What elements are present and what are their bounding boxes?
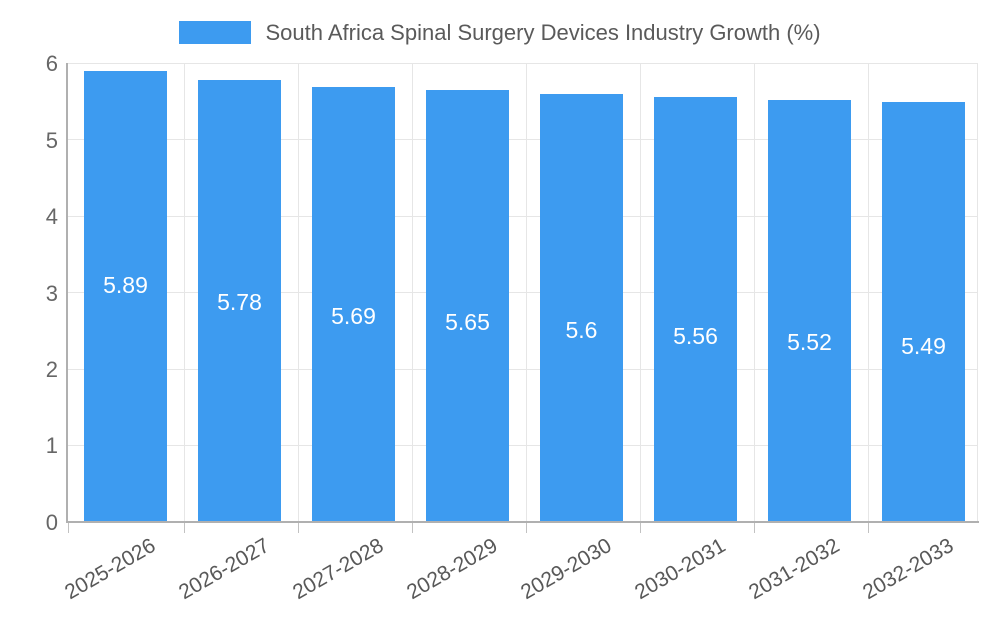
bar-value-label-2027-2028: 5.69 [331,302,376,329]
gridline-v-8 [977,63,978,522]
gridline-h-6 [66,63,978,64]
x-tick-mark-4 [526,523,527,533]
y-tick-label-6: 6 [45,51,58,76]
x-tick-mark-6 [754,523,755,533]
bar-2029-2030[interactable]: 5.6 [540,93,623,522]
plot-area: 5.89 5.78 5.69 5.65 5.6 5.56 5.52 5.49 [66,63,978,522]
y-tick-label-3: 3 [45,281,58,306]
bar-value-label-2028-2029: 5.65 [445,308,490,335]
gridline-v-6 [754,63,755,522]
bar-2027-2028[interactable]: 5.69 [312,86,395,522]
bar-value-label-2032-2033: 5.49 [901,333,946,359]
bar-chart: South Africa Spinal Surgery Devices Indu… [0,0,1000,605]
x-tick-label-2031-2032: 2031-2032 [745,534,844,605]
legend-color-swatch-icon[interactable] [179,20,252,44]
x-tick-mark-3 [412,523,413,533]
y-tick-label-2: 2 [45,357,58,382]
gridline-v-2 [298,63,299,522]
bar-value-label-2026-2027: 5.78 [217,288,262,315]
bar-2025-2026[interactable]: 5.89 [84,71,167,522]
bar-2032-2033[interactable]: 5.49 [882,102,965,522]
y-tick-label-5: 5 [45,128,58,153]
x-tick-mark-5 [640,523,641,533]
y-axis-line [66,63,68,523]
bar-value-label-2029-2030: 5.6 [565,316,598,343]
gridline-h-3 [66,292,978,293]
y-tick-label-0: 0 [45,510,58,535]
bar-value-label-2025-2026: 5.89 [103,272,148,299]
x-tick-mark-7 [868,523,869,533]
y-tick-label-1: 1 [45,433,58,458]
chart-legend: South Africa Spinal Surgery Devices Indu… [0,14,1000,50]
x-tick-mark-0 [68,523,69,533]
x-tick-label-2029-2030: 2029-2030 [517,534,616,605]
bar-2031-2032[interactable]: 5.52 [768,99,851,522]
gridline-h-2 [66,369,978,370]
x-tick-label-2028-2029: 2028-2029 [403,534,502,605]
y-axis-tick-labels: 0 1 2 3 4 5 6 [0,0,58,600]
legend-label: South Africa Spinal Surgery Devices Indu… [265,19,821,45]
gridline-h-4 [66,216,978,217]
x-tick-mark-2 [298,523,299,533]
x-tick-label-2027-2028: 2027-2028 [289,534,388,605]
bar-value-label-2031-2032: 5.52 [787,328,832,355]
x-axis-line [66,521,979,523]
x-tick-label-2030-2031: 2030-2031 [631,534,730,605]
gridline-v-4 [526,63,527,522]
gridline-v-1 [184,63,185,522]
legend-item-series-1[interactable]: South Africa Spinal Surgery Devices Indu… [179,19,821,45]
bar-2026-2027[interactable]: 5.78 [198,79,281,522]
bar-2028-2029[interactable]: 5.65 [426,89,509,522]
bar-value-label-2030-2031: 5.56 [673,322,718,349]
gridline-v-3 [412,63,413,522]
gridline-h-1 [66,445,978,446]
bar-2030-2031[interactable]: 5.56 [654,96,737,522]
gridline-v-5 [640,63,641,522]
gridline-v-7 [868,63,869,522]
x-tick-label-2026-2027: 2026-2027 [175,534,274,605]
gridline-h-5 [66,139,978,140]
y-tick-label-4: 4 [45,204,58,229]
x-tick-mark-1 [184,523,185,533]
x-tick-label-2032-2033: 2032-2033 [859,534,958,605]
